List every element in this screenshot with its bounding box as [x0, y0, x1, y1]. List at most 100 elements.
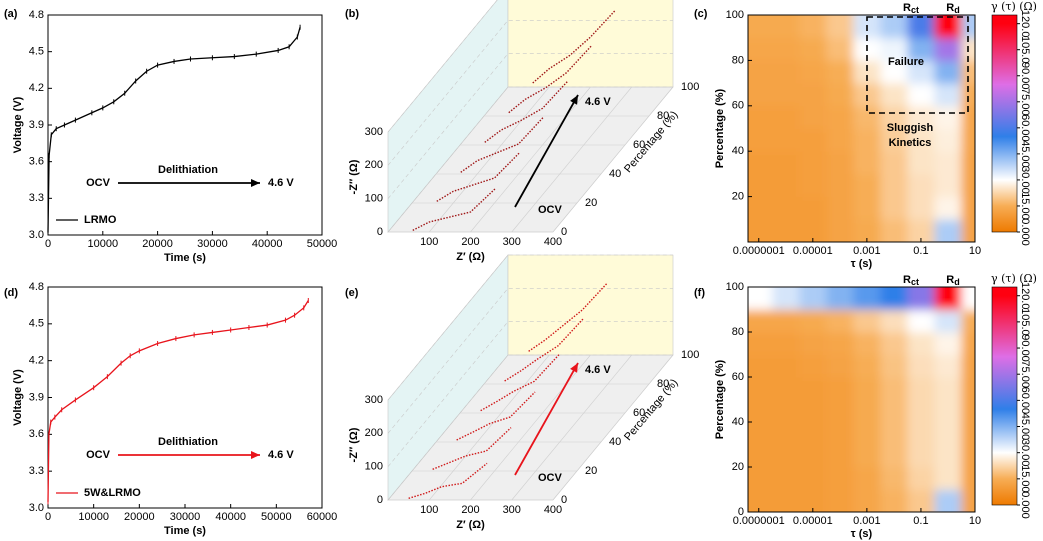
heatmap-cell — [934, 377, 962, 400]
colorbar — [991, 286, 1018, 506]
heatmap-cell — [907, 489, 935, 512]
y-axis-label: Voltage (V) — [12, 96, 24, 153]
impedance-curve — [480, 354, 560, 412]
heatmap-cell — [934, 332, 962, 355]
end-label: 4.6 V — [585, 96, 611, 108]
end-label: 4.6 V — [585, 364, 611, 376]
colorbar-tick-label: 60.00 — [1019, 387, 1031, 415]
heatmap-cell — [772, 151, 800, 175]
x-tick-label: 60000 — [307, 511, 338, 523]
heatmap-cell — [748, 287, 773, 310]
heatmap-cell — [880, 309, 908, 333]
x-tick-label: 50000 — [261, 511, 292, 523]
back-wall — [507, 254, 674, 356]
heatmap-cell — [961, 196, 975, 220]
heatmap-cell — [880, 444, 908, 468]
process-label: Delithiation — [158, 164, 218, 176]
y-tick-label: 300 — [365, 126, 383, 138]
heatmap-cell — [772, 196, 800, 220]
legend-label: 5W&LRMO — [84, 487, 141, 499]
heatmap-cell — [880, 37, 908, 61]
x-axis-label: Time (s) — [164, 252, 206, 264]
heatmap-cell — [799, 354, 827, 378]
colorbar-tick-label: 30.00 — [1019, 439, 1031, 467]
heatmap-cell — [907, 422, 935, 445]
heatmap-cell — [772, 332, 800, 355]
heatmap-cell — [772, 377, 800, 400]
colorbar-tick-label: 0.000 — [1019, 218, 1031, 246]
end-label: 4.6 V — [268, 177, 294, 189]
heatmap-cell — [907, 15, 935, 39]
heatmap-cell — [826, 15, 854, 39]
heatmap-cell — [880, 15, 908, 39]
heatmap-cell — [853, 128, 881, 152]
heatmap-cell — [853, 422, 881, 445]
heatmap-cell — [907, 128, 935, 152]
heatmap-cell — [934, 37, 962, 61]
peak-label: Rd — [946, 2, 959, 15]
y-tick-label: 20 — [732, 191, 744, 203]
heatmap-cell — [853, 105, 881, 129]
x-tick-label: 300 — [503, 504, 521, 516]
heatmap-cell — [934, 219, 962, 242]
y-tick-label: 200 — [365, 159, 383, 171]
y-tick-label: 4.2 — [29, 355, 44, 367]
heatmap-cell — [772, 60, 800, 84]
y-tick-label: 0 — [377, 494, 383, 506]
colorbar-tick-label: 120.0 — [1019, 282, 1031, 310]
x-tick-label: 0 — [45, 238, 51, 250]
heatmap-cell — [772, 219, 800, 242]
colorbar-tick-label: 105.0 — [1019, 36, 1031, 64]
y-tick-label: 3.9 — [29, 119, 44, 131]
heatmap-cell — [880, 467, 908, 490]
heatmap-cell — [772, 309, 800, 333]
heatmap-cell — [826, 173, 854, 198]
heatmap-cell — [961, 489, 975, 512]
heatmap-cell — [907, 173, 935, 198]
heatmap-cell — [748, 377, 773, 400]
y-tick-label: 3.3 — [29, 192, 44, 204]
y-tick-label: 40 — [732, 416, 744, 428]
heatmap-cell — [748, 444, 773, 468]
heatmap-cell — [799, 422, 827, 445]
colorbar-tick-label: 75.00 — [1019, 360, 1031, 388]
z-tick-label: 100 — [681, 349, 699, 361]
heatmap-cell — [907, 151, 935, 175]
heatmap-cell — [826, 60, 854, 84]
x-tick-label: 100 — [420, 236, 438, 248]
x-tick-label: 50000 — [307, 238, 338, 250]
heatmap-cell — [853, 309, 881, 333]
heatmap-cell — [772, 173, 800, 198]
heatmap-cell — [880, 173, 908, 198]
heatmap-cell — [961, 219, 975, 242]
colorbar-tick-label: 75.00 — [1019, 88, 1031, 116]
y-axis-label: -Z″ (Ω) — [348, 159, 360, 194]
y-tick-label: 20 — [732, 461, 744, 473]
heatmap-cell — [907, 196, 935, 220]
peak-subscript: ct — [911, 277, 919, 287]
start-label: OCV — [538, 472, 563, 484]
heatmap-cell — [748, 173, 773, 198]
y-tick-label: 4.2 — [29, 82, 44, 94]
panel-label: (e) — [345, 287, 359, 299]
heatmap-cell — [853, 332, 881, 355]
heatmap-cell — [934, 467, 962, 490]
heatmap-cell — [880, 332, 908, 355]
impedance-curve — [460, 116, 544, 173]
heatmap-cell — [880, 377, 908, 400]
y-tick-label: 3.0 — [29, 502, 44, 514]
impedance-curve — [528, 282, 608, 352]
failure-label: Failure — [888, 56, 924, 68]
z-tick-label: 0 — [561, 226, 567, 238]
heatmap-cell — [772, 444, 800, 468]
heatmap-cell — [748, 332, 773, 355]
colorbar-tick-label: 15.00 — [1019, 192, 1031, 220]
x-tick-label: 20000 — [142, 238, 173, 250]
heatmap-cell — [934, 151, 962, 175]
heatmap-cell — [799, 15, 827, 39]
colorbar-tick-label: 120.0 — [1019, 10, 1031, 38]
x-tick-label: 0.0000001 — [733, 515, 785, 527]
heatmap-cell — [826, 37, 854, 61]
heatmap-cell — [961, 173, 975, 198]
